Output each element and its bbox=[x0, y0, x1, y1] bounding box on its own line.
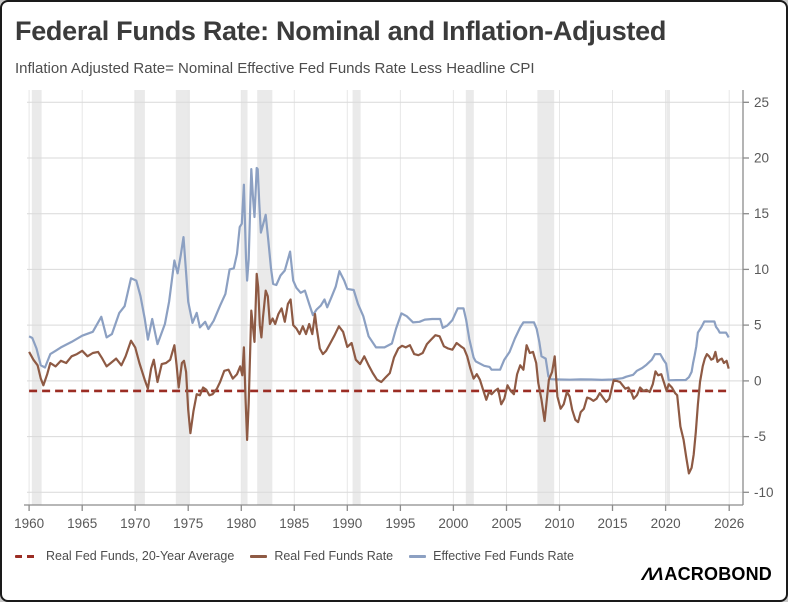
recession-band bbox=[134, 90, 145, 505]
legend-label: Real Fed Funds Rate bbox=[274, 549, 394, 563]
x-tick-label: 1965 bbox=[67, 516, 97, 531]
macrobond-monogram-icon: ΛΛ bbox=[640, 564, 666, 584]
x-tick-label: 1980 bbox=[226, 516, 256, 531]
macrobond-logo: ΛΛACROBOND bbox=[640, 564, 772, 585]
legend-swatch-brown-line-icon bbox=[250, 554, 268, 558]
legend-label: Real Fed Funds, 20-Year Average bbox=[46, 549, 235, 563]
legend-swatch-dashed-line-icon bbox=[15, 554, 39, 558]
x-tick-label: 1970 bbox=[120, 516, 150, 531]
x-tick-label: 1960 bbox=[14, 516, 44, 531]
recession-band bbox=[175, 90, 190, 505]
series-line-real-fed-funds-rate bbox=[28, 272, 730, 475]
x-tick-label: 1975 bbox=[173, 516, 203, 531]
y-tick-label: 20 bbox=[754, 150, 769, 165]
recession-band bbox=[537, 90, 555, 505]
chart-subtitle: Inflation Adjusted Rate= Nominal Effecti… bbox=[15, 60, 535, 77]
y-tick-label: 0 bbox=[754, 373, 762, 388]
x-tick-label: 2010 bbox=[544, 516, 574, 531]
legend-item-real-fed-funds-20y-average: Real Fed Funds, 20-Year Average bbox=[15, 549, 234, 563]
legend-swatch-blue-line-icon bbox=[409, 554, 427, 558]
x-tick-label: 2015 bbox=[597, 516, 627, 531]
x-tick-label: 2020 bbox=[651, 516, 681, 531]
recession-band bbox=[465, 90, 474, 505]
series-line-effective-fed-funds-rate bbox=[28, 166, 730, 382]
macrobond-logo-text: ACROBOND bbox=[664, 564, 772, 584]
y-tick-label: -10 bbox=[754, 485, 774, 500]
legend-item-effective-fed-funds-rate: Effective Fed Funds Rate bbox=[409, 549, 574, 563]
y-tick-label: 5 bbox=[754, 318, 762, 333]
x-tick-label: 1990 bbox=[332, 516, 362, 531]
x-tick-label: 1995 bbox=[385, 516, 415, 531]
x-tick-label: 1985 bbox=[279, 516, 309, 531]
y-tick-label: 15 bbox=[754, 206, 769, 221]
x-tick-label: 2005 bbox=[491, 516, 521, 531]
chart-title: Federal Funds Rate: Nominal and Inflatio… bbox=[15, 16, 667, 46]
y-tick-label: 25 bbox=[754, 95, 769, 110]
legend-label: Effective Fed Funds Rate bbox=[433, 549, 574, 563]
y-tick-label: 10 bbox=[754, 262, 769, 277]
legend: Real Fed Funds, 20-Year Average Real Fed… bbox=[15, 549, 574, 563]
recession-band bbox=[666, 90, 670, 505]
x-tick-label: 2000 bbox=[438, 516, 468, 531]
x-tick-label: 2026 bbox=[714, 516, 744, 531]
recession-band bbox=[241, 90, 248, 505]
legend-item-real-fed-funds-rate: Real Fed Funds Rate bbox=[250, 549, 393, 563]
y-tick-label: -5 bbox=[754, 429, 766, 444]
recession-band bbox=[31, 90, 42, 505]
